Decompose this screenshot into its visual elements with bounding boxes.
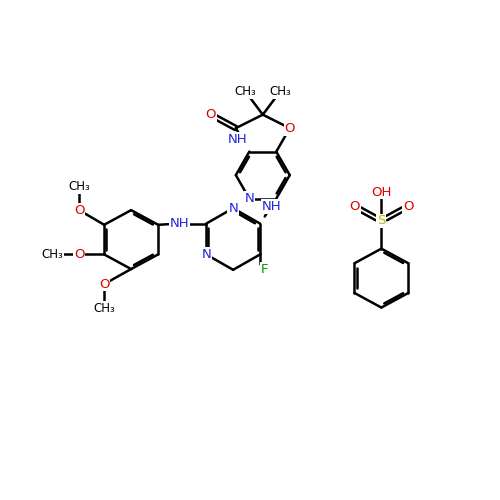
- Text: O: O: [403, 200, 413, 213]
- Text: CH₃: CH₃: [269, 85, 291, 98]
- Text: CH₃: CH₃: [234, 85, 256, 98]
- Text: CH₃: CH₃: [94, 302, 115, 315]
- Text: CH₃: CH₃: [42, 248, 63, 261]
- Text: NH: NH: [262, 200, 282, 213]
- Text: NH: NH: [228, 134, 248, 146]
- Text: N: N: [202, 248, 211, 261]
- Text: N: N: [228, 202, 238, 214]
- Text: O: O: [99, 278, 110, 290]
- Text: S: S: [377, 214, 386, 228]
- Text: O: O: [349, 200, 360, 213]
- Text: N: N: [244, 192, 254, 205]
- Text: O: O: [74, 248, 85, 261]
- Text: O: O: [284, 122, 295, 134]
- Text: F: F: [261, 264, 268, 276]
- Text: O: O: [74, 204, 85, 216]
- Text: CH₃: CH₃: [68, 180, 90, 193]
- Text: O: O: [206, 108, 216, 121]
- Text: OH: OH: [371, 186, 392, 198]
- Text: NH: NH: [170, 217, 189, 230]
